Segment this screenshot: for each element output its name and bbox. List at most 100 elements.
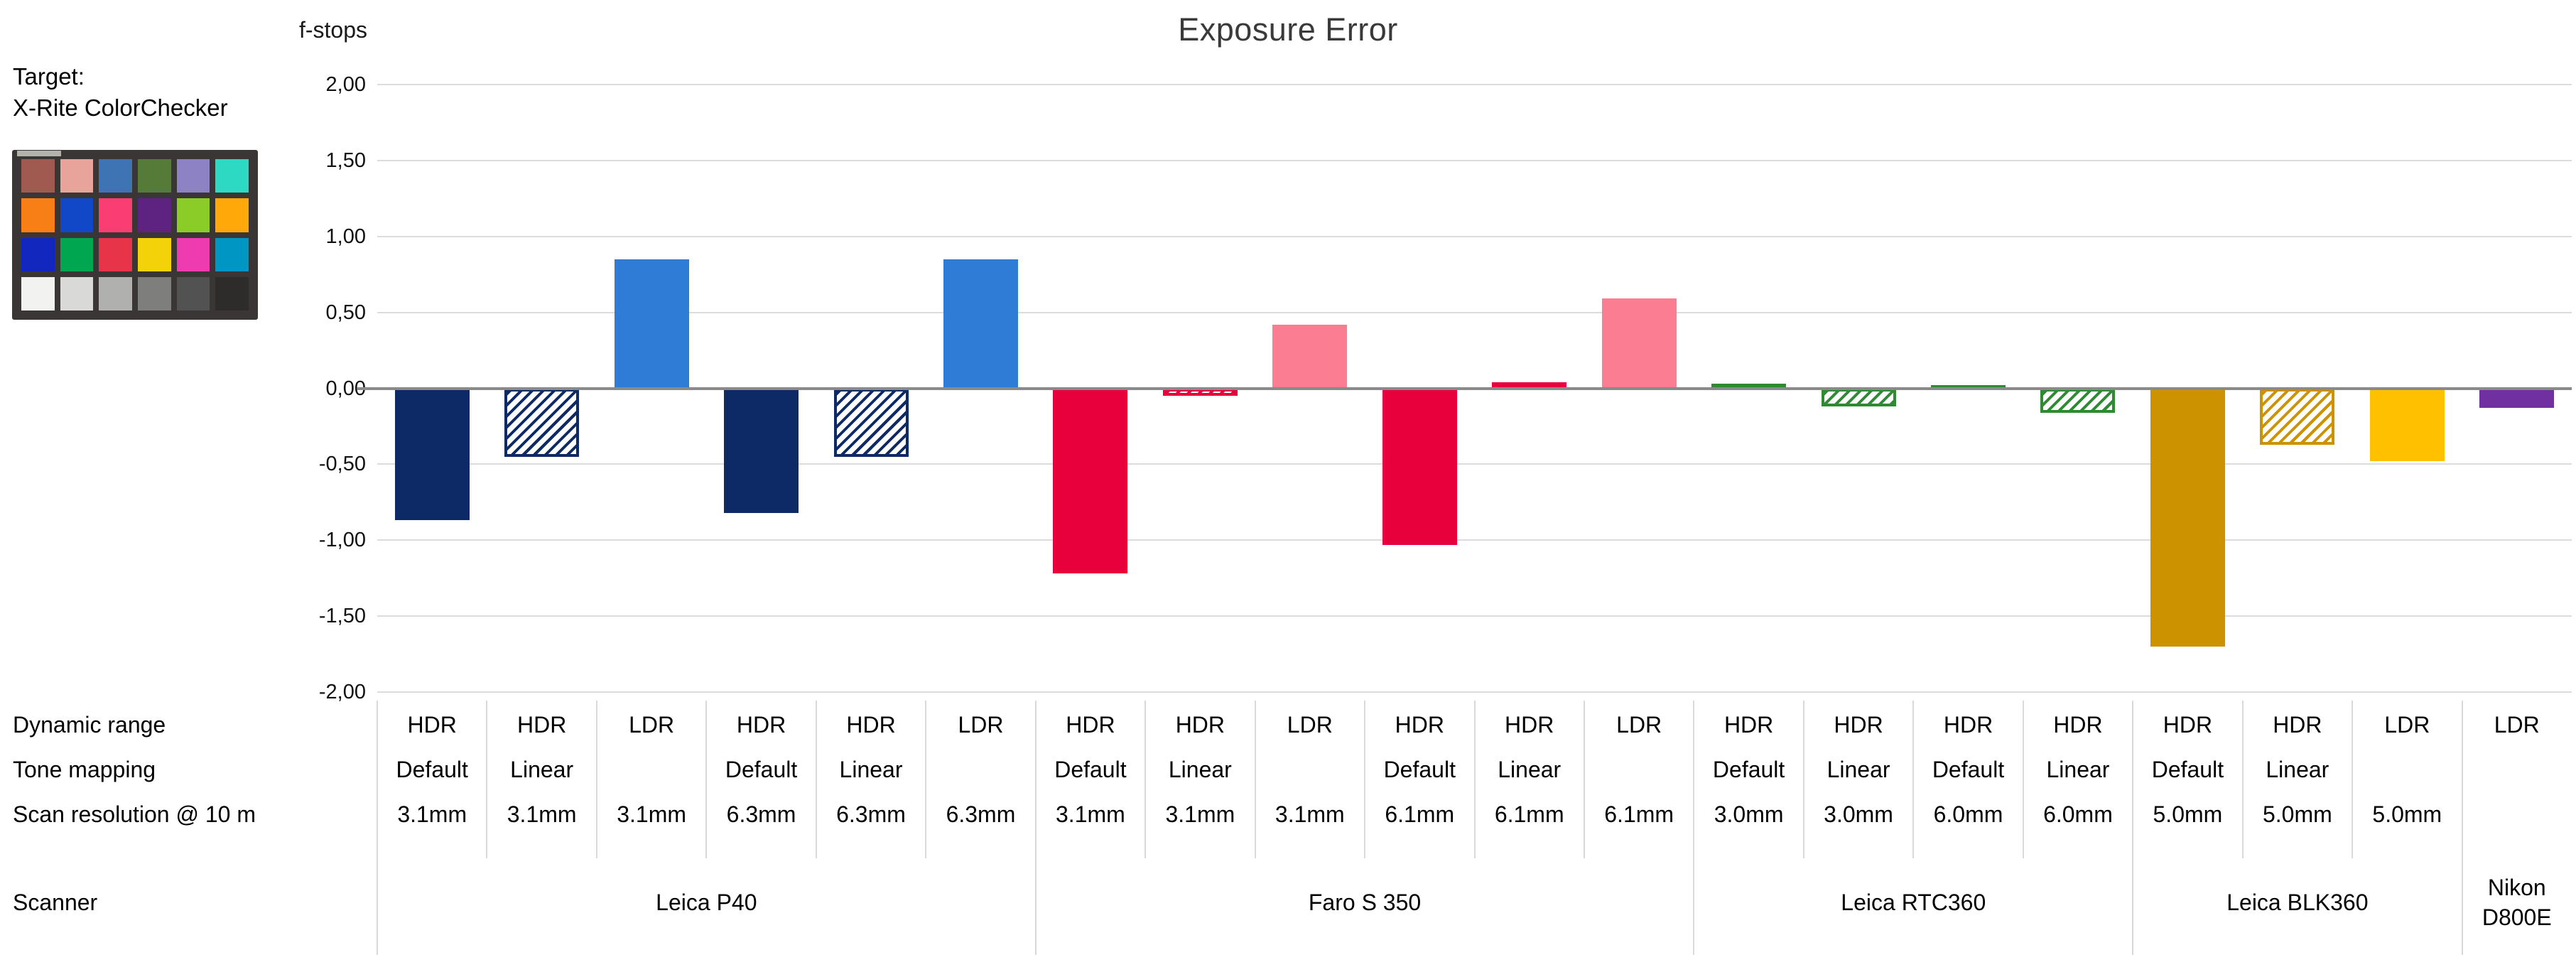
bar <box>614 259 689 389</box>
column-separator <box>1912 701 1915 858</box>
cell-scan-resolution: 5.0mm <box>2153 801 2223 827</box>
column-separator <box>1364 701 1366 858</box>
colorchecker-patch <box>99 237 132 271</box>
cell-tone-mapping: Linear <box>510 757 574 782</box>
cell-dynamic-range: HDR <box>2163 712 2213 738</box>
colorchecker-patch <box>99 159 132 193</box>
group-separator <box>1693 701 1695 955</box>
bar <box>1272 324 1348 389</box>
bar <box>1053 388 1128 574</box>
column-separator <box>705 701 708 858</box>
row-label-tone-mapping: Tone mapping <box>13 757 156 782</box>
column-separator <box>1473 701 1476 858</box>
cell-tone-mapping: Linear <box>1827 757 1890 782</box>
y-tick-label: -2,00 <box>318 681 366 703</box>
chart-title: Exposure Error <box>1178 11 1398 48</box>
row-label-dynamic-range: Dynamic range <box>13 712 166 738</box>
cell-dynamic-range: LDR <box>1287 712 1333 738</box>
colorchecker-patch <box>176 276 210 310</box>
bar <box>2150 388 2225 647</box>
zero-axis-line <box>357 387 2572 390</box>
cell-scan-resolution: 3.1mm <box>1275 801 1345 827</box>
colorchecker-label-strip <box>17 151 61 156</box>
cell-tone-mapping: Default <box>1712 757 1785 782</box>
cell-dynamic-range: HDR <box>736 712 786 738</box>
cell-dynamic-range: HDR <box>407 712 457 738</box>
cell-tone-mapping: Linear <box>2266 757 2329 782</box>
cell-scan-resolution: 3.1mm <box>397 801 467 827</box>
cell-tone-mapping: Default <box>396 757 468 782</box>
y-tick-label: 0,00 <box>325 377 366 400</box>
bar <box>504 388 580 457</box>
column-separator <box>815 701 817 858</box>
colorchecker-patch <box>99 198 132 232</box>
colorchecker-patch <box>21 198 55 232</box>
bar <box>2369 388 2445 462</box>
cell-dynamic-range: HDR <box>1505 712 1554 738</box>
colorchecker-patch <box>138 276 171 310</box>
cell-tone-mapping: Default <box>725 757 798 782</box>
cell-dynamic-range: LDR <box>1616 712 1662 738</box>
y-axis-unit-label: f-stops <box>298 17 367 43</box>
gridline <box>377 235 2572 237</box>
cell-scan-resolution: 6.1mm <box>1385 801 1455 827</box>
cell-dynamic-range: LDR <box>958 712 1004 738</box>
colorchecker-patch <box>21 276 55 310</box>
column-separator <box>2352 701 2354 858</box>
cell-tone-mapping: Linear <box>2046 757 2110 782</box>
gridline <box>377 539 2572 541</box>
row-label-scan-resolution: Scan resolution @ 10 m <box>13 801 256 827</box>
colorchecker-patch <box>60 159 94 193</box>
target-caption: Target: X-Rite ColorChecker <box>13 61 228 124</box>
cell-scan-resolution: 6.1mm <box>1494 801 1564 827</box>
cell-scan-resolution: 5.0mm <box>2372 801 2442 827</box>
colorchecker-patch <box>176 237 210 271</box>
cell-dynamic-range: HDR <box>1395 712 1444 738</box>
cell-tone-mapping: Default <box>1383 757 1456 782</box>
gridline <box>377 159 2572 161</box>
y-tick-label: 1,00 <box>325 225 366 248</box>
bar <box>724 388 799 513</box>
colorchecker-patch <box>138 159 171 193</box>
bar <box>2260 388 2335 445</box>
scanner-group-label: Nikon D800E <box>2482 875 2552 930</box>
colorchecker-patch <box>176 198 210 232</box>
cell-scan-resolution: 6.0mm <box>1933 801 2003 827</box>
colorchecker-patch <box>176 159 210 193</box>
colorchecker-patch <box>138 198 171 232</box>
scanner-group-label: Leica BLK360 <box>2226 890 2369 915</box>
colorchecker-patch <box>99 276 132 310</box>
cell-dynamic-range: HDR <box>1943 712 1993 738</box>
colorchecker-patch <box>215 237 249 271</box>
cell-scan-resolution: 6.3mm <box>836 801 906 827</box>
column-separator <box>486 701 488 858</box>
scanner-group-label: Leica RTC360 <box>1841 890 1986 915</box>
row-label-scanner: Scanner <box>13 890 98 915</box>
colorchecker-patch <box>21 237 55 271</box>
group-separator <box>2132 701 2134 955</box>
colorchecker-patch <box>60 237 94 271</box>
cell-scan-resolution: 6.3mm <box>726 801 796 827</box>
gridline <box>377 84 2572 85</box>
colorchecker-patch <box>215 198 249 232</box>
gridline <box>377 691 2572 693</box>
cell-dynamic-range: HDR <box>846 712 896 738</box>
bar <box>833 388 909 457</box>
colorchecker-patch <box>138 237 171 271</box>
y-tick-label: 2,00 <box>325 73 366 96</box>
cell-tone-mapping: Linear <box>1168 757 1232 782</box>
column-separator <box>595 701 597 858</box>
cell-dynamic-range: LDR <box>629 712 675 738</box>
cell-tone-mapping: Default <box>1932 757 2005 782</box>
column-separator <box>2241 701 2244 858</box>
cell-scan-resolution: 3.0mm <box>1714 801 1784 827</box>
cell-scan-resolution: 3.1mm <box>1165 801 1235 827</box>
column-separator <box>925 701 927 858</box>
cell-dynamic-range: HDR <box>1175 712 1225 738</box>
target-caption-line1: Target: <box>13 63 85 90</box>
y-tick-label: -1,50 <box>318 605 366 628</box>
colorchecker-patch <box>215 276 249 310</box>
scanner-group-label: Faro S 350 <box>1308 890 1422 915</box>
cell-tone-mapping: Default <box>1054 757 1127 782</box>
